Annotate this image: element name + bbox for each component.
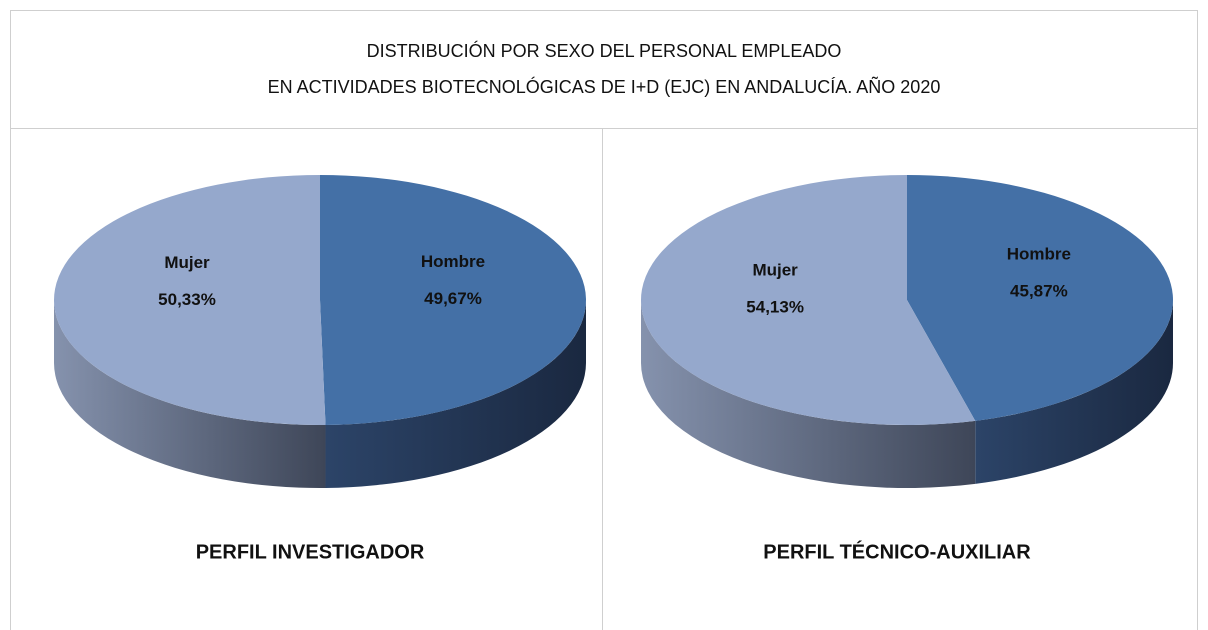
slice <box>907 175 1174 421</box>
slice-value: 49,67% <box>424 289 482 308</box>
slice-name: Mujer <box>164 253 210 272</box>
chart-title: PERFIL INVESTIGADOR <box>196 541 425 563</box>
slice-side <box>53 300 326 489</box>
slice-side <box>325 300 586 488</box>
slice-name: Hombre <box>1007 244 1071 263</box>
slice-value: 54,13% <box>746 298 804 317</box>
slice-value: 50,33% <box>158 290 216 309</box>
slice <box>54 175 326 425</box>
chart-title: PERFIL TÉCNICO-AUXILIAR <box>763 540 1031 563</box>
slice-value: 45,87% <box>1010 281 1068 300</box>
slice-side <box>641 300 976 489</box>
slice-side <box>975 300 1173 484</box>
frame <box>10 10 1198 630</box>
slice <box>320 175 587 425</box>
title-line: DISTRIBUCIÓN POR SEXO DEL PERSONAL EMPLE… <box>367 40 842 61</box>
slice-name: Hombre <box>421 252 485 271</box>
slice-name: Mujer <box>752 261 798 280</box>
slice <box>641 175 976 425</box>
title-line: EN ACTIVIDADES BIOTECNOLÓGICAS DE I+D (E… <box>268 76 941 97</box>
